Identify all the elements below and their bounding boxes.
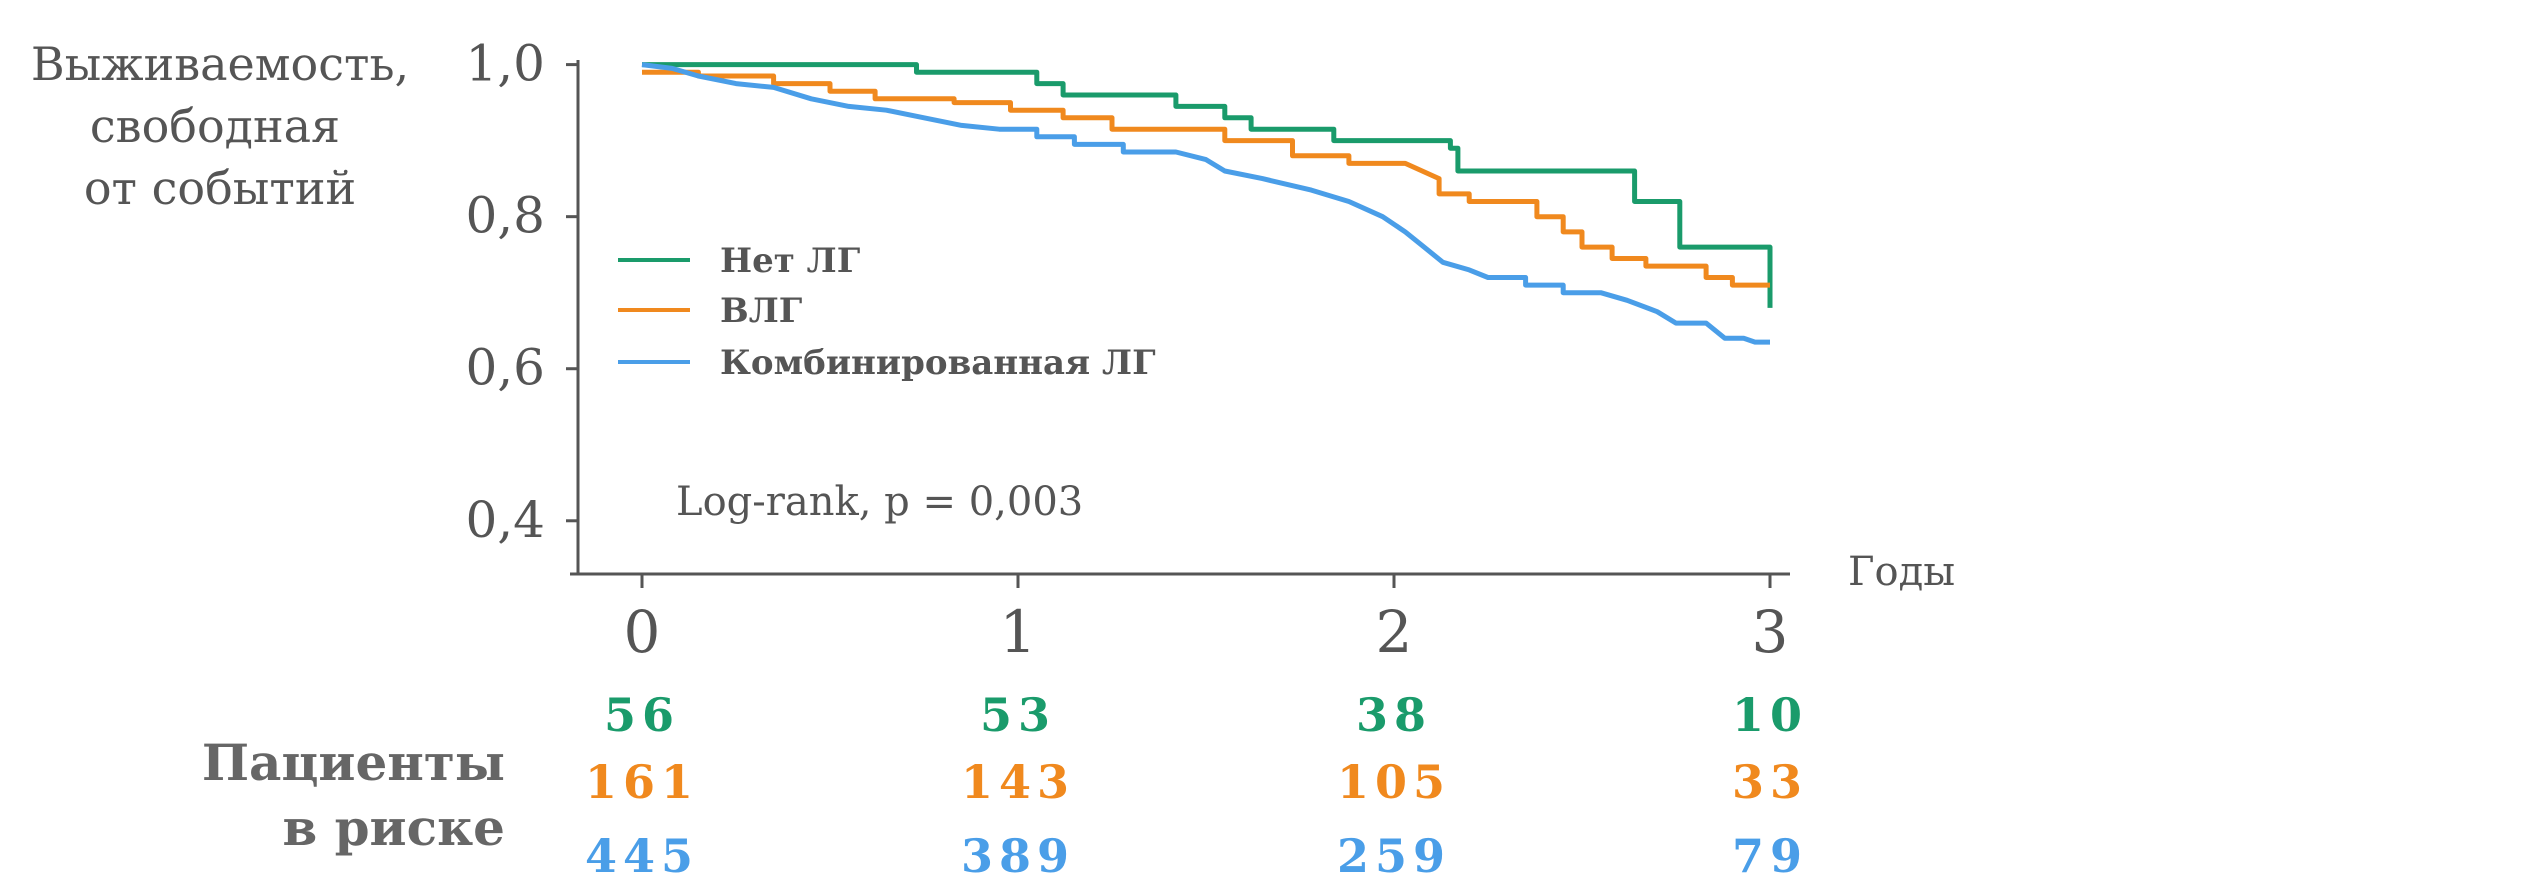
legend-label-vlh: ВЛГ [720,291,803,331]
risk-count: 79 [1732,829,1808,883]
risk-table-label-line2: в риске [282,798,505,857]
risk-count: 56 [604,688,680,742]
x-tick-label: 0 [624,598,661,666]
risk-count: 259 [1337,829,1451,883]
y-axis-label-line3: от событий [84,161,356,215]
x-tick-label: 3 [1752,598,1789,666]
risk-count: 161 [585,755,699,809]
risk-count: 143 [961,755,1075,809]
log-rank-annotation: Log-rank, p = 0,003 [676,479,1083,525]
series-line-no-lh [642,62,1773,308]
x-tick-label: 2 [1376,598,1413,666]
legend-label-no-lh: Нет ЛГ [720,241,861,281]
risk-table-label-line1: Пациенты [202,733,505,792]
y-tick-label: 0,4 [465,491,545,549]
y-axis-label-line2: свободная [90,99,340,153]
risk-count: 10 [1732,688,1808,742]
y-tick-label: 1,0 [465,35,545,93]
legend: Нет ЛГ ВЛГ Комбинированная ЛГ [618,241,1156,383]
x-tick-label: 1 [1000,598,1037,666]
series-line-vlh [642,69,1770,288]
risk-count: 33 [1732,755,1808,809]
risk-count: 445 [585,829,699,883]
risk-count: 53 [980,688,1056,742]
x-axis-label: Годы [1848,549,1955,595]
y-tick-label: 0,6 [465,339,545,397]
series-line-combined-lh [641,62,1770,345]
y-tick-label: 0,8 [465,187,545,245]
risk-count: 389 [961,829,1075,883]
legend-label-combined-lh: Комбинированная ЛГ [720,343,1156,383]
y-axis-label-line1: Выживаемость, [31,37,409,91]
risk-count: 105 [1337,755,1451,809]
risk-count: 38 [1356,688,1432,742]
